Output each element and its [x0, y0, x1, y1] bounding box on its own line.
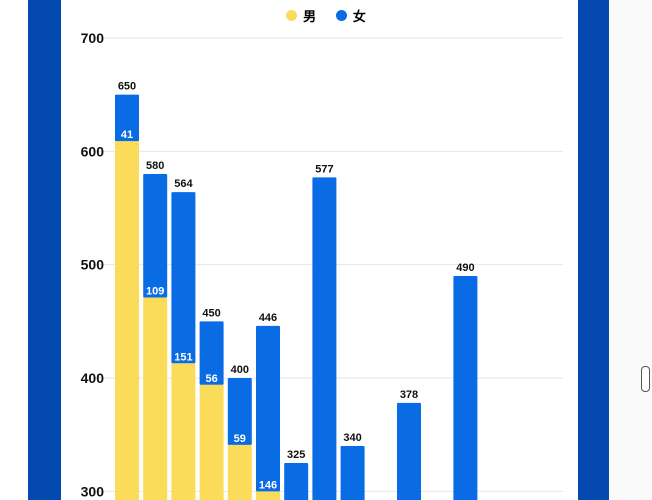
right-frame: [578, 0, 609, 500]
side-panel: [609, 0, 652, 500]
bar-male: [227, 444, 252, 500]
legend-male-label: 男: [303, 9, 317, 24]
legend-female-label: 女: [352, 9, 366, 24]
scrollbar-thumb[interactable]: [641, 366, 650, 392]
bar-total-label: 325: [287, 449, 305, 461]
bar-total-label: 378: [400, 389, 418, 401]
bar-male: [256, 491, 280, 500]
bar-female: [312, 177, 337, 500]
bar-female-label: 59: [234, 433, 246, 445]
bar-female: [284, 462, 309, 500]
bar-male: [199, 384, 224, 500]
legend-male-swatch: [286, 10, 298, 21]
legend-item-female: 女: [335, 6, 366, 25]
bar-female: [227, 377, 252, 445]
legend: 男 女: [0, 6, 652, 25]
bar-female: [115, 94, 139, 142]
bar-female-label: 41: [121, 129, 133, 141]
bar-total-label: 450: [202, 307, 220, 319]
bar-female-label: 146: [259, 479, 277, 491]
bar-female: [453, 275, 478, 500]
bar-total-label: 400: [231, 364, 249, 376]
bar-total-label: 446: [259, 312, 277, 324]
bar-female: [397, 402, 421, 500]
legend-item-male: 男: [286, 6, 316, 25]
bar-male: [143, 297, 168, 500]
bar-total-label: 577: [315, 163, 333, 175]
y-tick-label: 600: [81, 143, 105, 159]
y-tick-label: 500: [81, 257, 105, 273]
bar-female: [171, 192, 196, 364]
bar-female: [340, 445, 365, 500]
bar-male: [171, 363, 196, 500]
bar-female-label: 56: [205, 373, 217, 385]
bar-female: [199, 321, 224, 385]
y-tick-label: 700: [81, 30, 105, 46]
y-tick-label: 300: [81, 483, 105, 499]
left-frame: [28, 0, 61, 500]
y-tick-label: 400: [81, 370, 105, 386]
bar-total-label: 490: [456, 262, 474, 274]
bar-female-label: 109: [146, 286, 164, 298]
bar-male: [115, 141, 139, 500]
bar-female: [256, 325, 280, 492]
bar-total-label: 650: [118, 81, 136, 93]
bar-female-label: 151: [174, 351, 192, 363]
bar-female: [143, 173, 168, 298]
bar-total-label: 564: [174, 178, 193, 190]
legend-female-swatch: [335, 10, 347, 21]
bar-total-label: 580: [146, 160, 164, 172]
bar-total-label: 340: [343, 432, 361, 444]
